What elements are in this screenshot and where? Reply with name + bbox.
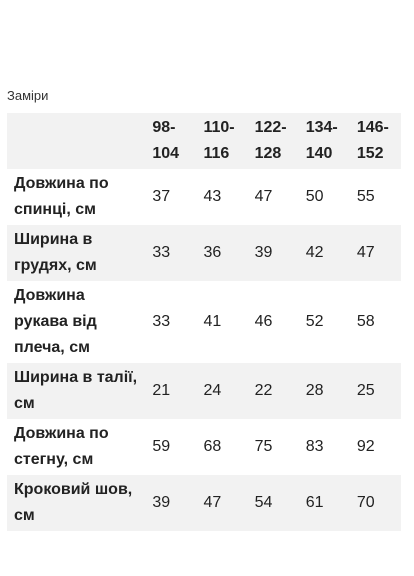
table-cell: 54 bbox=[247, 475, 299, 531]
table-cell: 42 bbox=[298, 225, 350, 281]
table-cell: 83 bbox=[305, 438, 324, 455]
row-label: Довжина рукава від плеча, см bbox=[14, 287, 97, 356]
table-cell: 50 bbox=[305, 188, 324, 205]
table-cell: 59 bbox=[152, 438, 171, 455]
header-cell-size: 146-152 bbox=[349, 113, 401, 169]
table-cell: 39 bbox=[145, 475, 197, 531]
table-cell: 61 bbox=[298, 475, 350, 531]
header-cell-size: 122-128 bbox=[247, 113, 299, 169]
row-label: Довжина по стегну, см bbox=[14, 425, 109, 468]
table-cell: 39 bbox=[247, 225, 299, 281]
table-cell: 41 bbox=[203, 313, 222, 330]
table-cell: 52 bbox=[305, 313, 324, 330]
header-cell-size: 98-104 bbox=[145, 113, 197, 169]
table-row: Ширина в грудях, см 33 36 39 42 47 bbox=[7, 225, 401, 281]
table-cell: 70 bbox=[349, 475, 401, 531]
table-cell: 47 bbox=[254, 188, 273, 205]
table-cell: 37 bbox=[152, 188, 171, 205]
header-cell-size: 134-140 bbox=[298, 113, 350, 169]
table-caption: Заміри bbox=[7, 88, 49, 103]
table-cell: 22 bbox=[247, 363, 299, 419]
table-row: Кроковий шов, см 39 47 54 61 70 bbox=[7, 475, 401, 531]
table-row: Довжина рукава від плеча, см 33 41 46 52… bbox=[7, 281, 401, 363]
table-cell: 58 bbox=[356, 313, 375, 330]
table-cell: 28 bbox=[298, 363, 350, 419]
row-label: Довжина по спинці, см bbox=[14, 175, 109, 218]
table-cell: 24 bbox=[196, 363, 248, 419]
header-row: 98-104 110-116 122-128 134-140 146-152 bbox=[7, 113, 401, 169]
table-cell: 33 bbox=[145, 225, 197, 281]
table-cell: 21 bbox=[145, 363, 197, 419]
table-cell: 92 bbox=[356, 438, 375, 455]
header-cell-size: 110-116 bbox=[196, 113, 248, 169]
row-label: Ширина в талії, см bbox=[7, 363, 146, 419]
header-cell-empty bbox=[7, 113, 146, 169]
table-cell: 43 bbox=[203, 188, 222, 205]
table-row: Довжина по спинці, см 37 43 47 50 55 bbox=[7, 169, 401, 225]
table-cell: 55 bbox=[356, 188, 375, 205]
table-cell: 47 bbox=[196, 475, 248, 531]
table-cell: 36 bbox=[196, 225, 248, 281]
table-cell: 25 bbox=[349, 363, 401, 419]
row-label: Ширина в грудях, см bbox=[7, 225, 146, 281]
table-cell: 33 bbox=[152, 313, 171, 330]
table-cell: 47 bbox=[349, 225, 401, 281]
table-cell: 75 bbox=[254, 438, 273, 455]
table-cell: 46 bbox=[254, 313, 273, 330]
row-label: Кроковий шов, см bbox=[7, 475, 146, 531]
table-row: Ширина в талії, см 21 24 22 28 25 bbox=[7, 363, 401, 419]
table-row: Довжина по стегну, см 59 68 75 83 92 bbox=[7, 419, 401, 475]
table-cell: 68 bbox=[203, 438, 222, 455]
size-chart-table: 98-104 110-116 122-128 134-140 146-152 Д… bbox=[7, 113, 401, 531]
